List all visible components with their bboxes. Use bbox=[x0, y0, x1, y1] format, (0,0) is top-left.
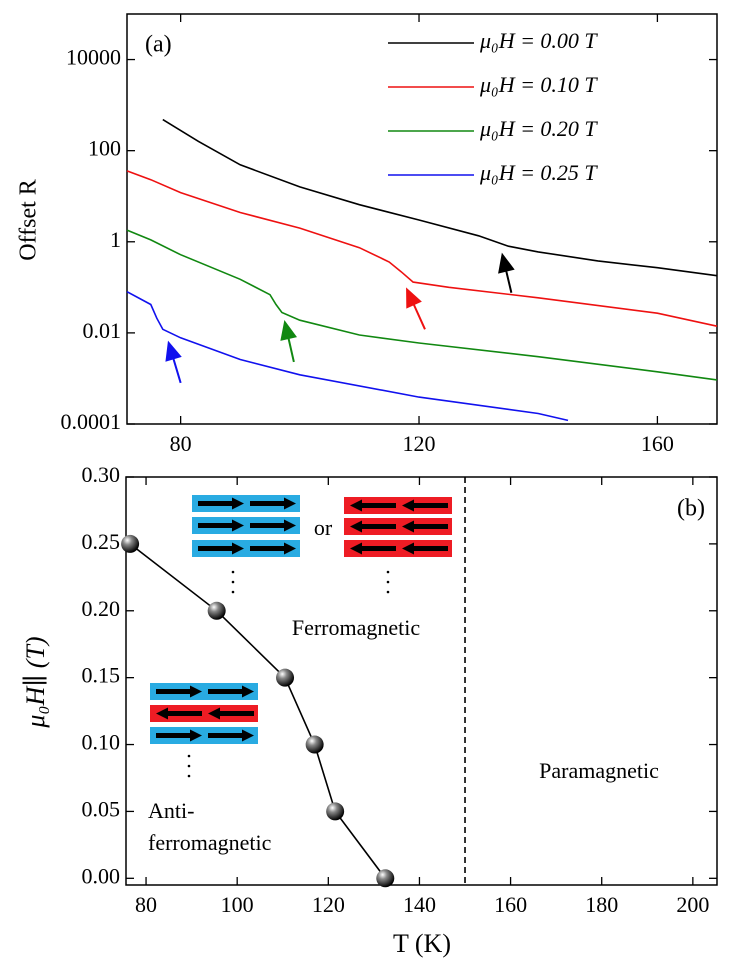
y-axis-label: μ₀H∥ (T) bbox=[21, 636, 50, 728]
data-point bbox=[121, 534, 140, 553]
data-point bbox=[326, 802, 345, 821]
x-tick-label: 120 bbox=[312, 892, 345, 917]
region-label: or bbox=[314, 515, 333, 540]
region-label: Ferromagnetic bbox=[292, 615, 421, 640]
x-tick-label: 80 bbox=[170, 431, 192, 456]
x-axis-label: T (K) bbox=[393, 929, 451, 958]
x-tick-label: 200 bbox=[676, 892, 709, 917]
y-tick-label: 0.20 bbox=[82, 596, 121, 621]
spin-arrow bbox=[198, 542, 244, 555]
spin-stripe bbox=[192, 540, 300, 557]
spin-arrow bbox=[156, 685, 202, 698]
spin-arrow bbox=[208, 729, 254, 742]
ellipsis-dot bbox=[386, 590, 390, 594]
ellipsis-dot bbox=[231, 580, 235, 584]
y-tick-label: 0.05 bbox=[82, 796, 121, 821]
x-tick-label: 160 bbox=[641, 431, 674, 456]
transition-arrow bbox=[280, 319, 297, 363]
y-tick-label: 0.01 bbox=[83, 318, 122, 343]
data-line bbox=[162, 118, 718, 277]
spin-arrow bbox=[402, 542, 448, 555]
spin-stripe bbox=[344, 497, 452, 514]
x-tick-label: 180 bbox=[585, 892, 618, 917]
legend-label: μ₀H = 0.00 T bbox=[479, 28, 598, 53]
spin-arrow bbox=[208, 707, 254, 720]
ellipsis-dot bbox=[187, 754, 191, 758]
legend-label: μ₀H = 0.20 T bbox=[479, 116, 598, 141]
spin-stripe bbox=[192, 517, 300, 534]
spin-arrow bbox=[156, 707, 202, 720]
y-tick-label: 0.25 bbox=[82, 529, 121, 554]
ellipsis-dot bbox=[231, 590, 235, 594]
spin-arrow bbox=[250, 519, 296, 532]
spin-arrow bbox=[402, 499, 448, 512]
y-tick-label: 0.10 bbox=[82, 730, 121, 755]
spin-arrow bbox=[402, 520, 448, 533]
data-line bbox=[126, 170, 718, 327]
region-label: Anti- bbox=[148, 798, 194, 823]
ellipsis-dot bbox=[187, 774, 191, 778]
data-line bbox=[126, 229, 718, 381]
x-tick-label: 120 bbox=[403, 431, 436, 456]
spin-arrow bbox=[156, 729, 202, 742]
y-tick-label: 0.00 bbox=[82, 863, 121, 888]
plot-frame bbox=[126, 13, 718, 425]
data-point bbox=[305, 735, 324, 754]
transition-arrow bbox=[498, 252, 515, 293]
panel-label: (a) bbox=[145, 32, 172, 58]
region-label: ferromagnetic bbox=[148, 830, 272, 855]
data-point bbox=[207, 601, 226, 620]
data-line bbox=[129, 543, 386, 879]
ellipsis-dot bbox=[187, 764, 191, 768]
plot-frame bbox=[125, 476, 718, 886]
data-point bbox=[276, 668, 295, 687]
x-tick-label: 100 bbox=[221, 892, 254, 917]
transition-arrow bbox=[406, 287, 426, 330]
y-tick-label: 10000 bbox=[66, 45, 121, 70]
spin-arrow bbox=[208, 685, 254, 698]
spin-stripe bbox=[344, 518, 452, 535]
y-axis-label: Offset R bbox=[16, 179, 42, 261]
data-line bbox=[126, 290, 569, 422]
spin-stripe bbox=[192, 495, 300, 512]
spin-arrow bbox=[198, 519, 244, 532]
x-tick-label: 140 bbox=[403, 892, 436, 917]
spin-stripe bbox=[150, 727, 258, 744]
x-tick-label: 160 bbox=[494, 892, 527, 917]
y-tick-label: 0.15 bbox=[82, 663, 121, 688]
spin-stripe bbox=[150, 683, 258, 700]
spin-arrow bbox=[250, 542, 296, 555]
panel-label: (b) bbox=[677, 496, 705, 522]
spin-arrow bbox=[350, 499, 396, 512]
transition-arrow bbox=[165, 340, 182, 384]
ellipsis-dot bbox=[386, 580, 390, 584]
y-tick-label: 1 bbox=[110, 227, 121, 252]
ellipsis-dot bbox=[231, 570, 235, 574]
region-label: Paramagnetic bbox=[539, 758, 659, 783]
spin-arrow bbox=[350, 520, 396, 533]
data-point bbox=[376, 869, 395, 888]
ellipsis-dot bbox=[386, 570, 390, 574]
spin-arrow bbox=[350, 542, 396, 555]
spin-arrow bbox=[250, 497, 296, 510]
legend-label: μ₀H = 0.25 T bbox=[479, 160, 598, 185]
y-tick-label: 0.0001 bbox=[61, 409, 122, 434]
legend-label: μ₀H = 0.10 T bbox=[479, 72, 598, 97]
spin-arrow bbox=[198, 497, 244, 510]
y-tick-label: 0.30 bbox=[82, 462, 121, 487]
x-tick-label: 80 bbox=[135, 892, 157, 917]
spin-stripe bbox=[344, 540, 452, 557]
spin-stripe bbox=[150, 705, 258, 722]
y-tick-label: 100 bbox=[88, 136, 121, 161]
